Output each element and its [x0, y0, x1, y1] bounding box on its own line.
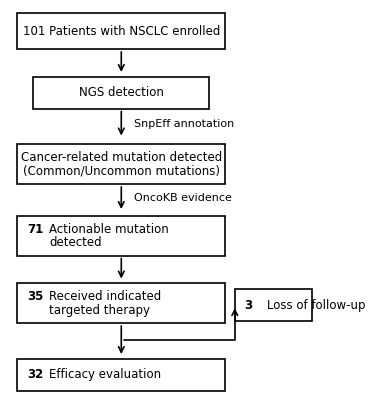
- Text: 3: 3: [244, 299, 253, 312]
- Text: 101 Patients with NSCLC enrolled: 101 Patients with NSCLC enrolled: [23, 25, 220, 38]
- Text: targeted therapy: targeted therapy: [49, 304, 150, 317]
- Text: OncoKB evidence: OncoKB evidence: [134, 193, 232, 203]
- Text: 71: 71: [27, 223, 43, 236]
- Text: detected: detected: [49, 236, 102, 250]
- FancyBboxPatch shape: [17, 144, 225, 184]
- Text: Cancer-related mutation detected: Cancer-related mutation detected: [21, 151, 222, 164]
- FancyBboxPatch shape: [235, 289, 311, 321]
- Text: (Common/Uncommon mutations): (Common/Uncommon mutations): [23, 165, 220, 178]
- Text: Received indicated: Received indicated: [49, 290, 161, 304]
- FancyBboxPatch shape: [17, 216, 225, 256]
- FancyBboxPatch shape: [17, 13, 225, 49]
- FancyBboxPatch shape: [17, 284, 225, 323]
- FancyBboxPatch shape: [33, 77, 209, 109]
- Text: 35: 35: [27, 290, 44, 304]
- Text: 32: 32: [27, 368, 43, 381]
- Text: SnpEff annotation: SnpEff annotation: [134, 118, 234, 128]
- Text: Efficacy evaluation: Efficacy evaluation: [49, 368, 161, 381]
- Text: Loss of follow-up: Loss of follow-up: [267, 299, 365, 312]
- Text: Actionable mutation: Actionable mutation: [49, 223, 169, 236]
- Text: NGS detection: NGS detection: [79, 86, 164, 99]
- FancyBboxPatch shape: [17, 359, 225, 391]
